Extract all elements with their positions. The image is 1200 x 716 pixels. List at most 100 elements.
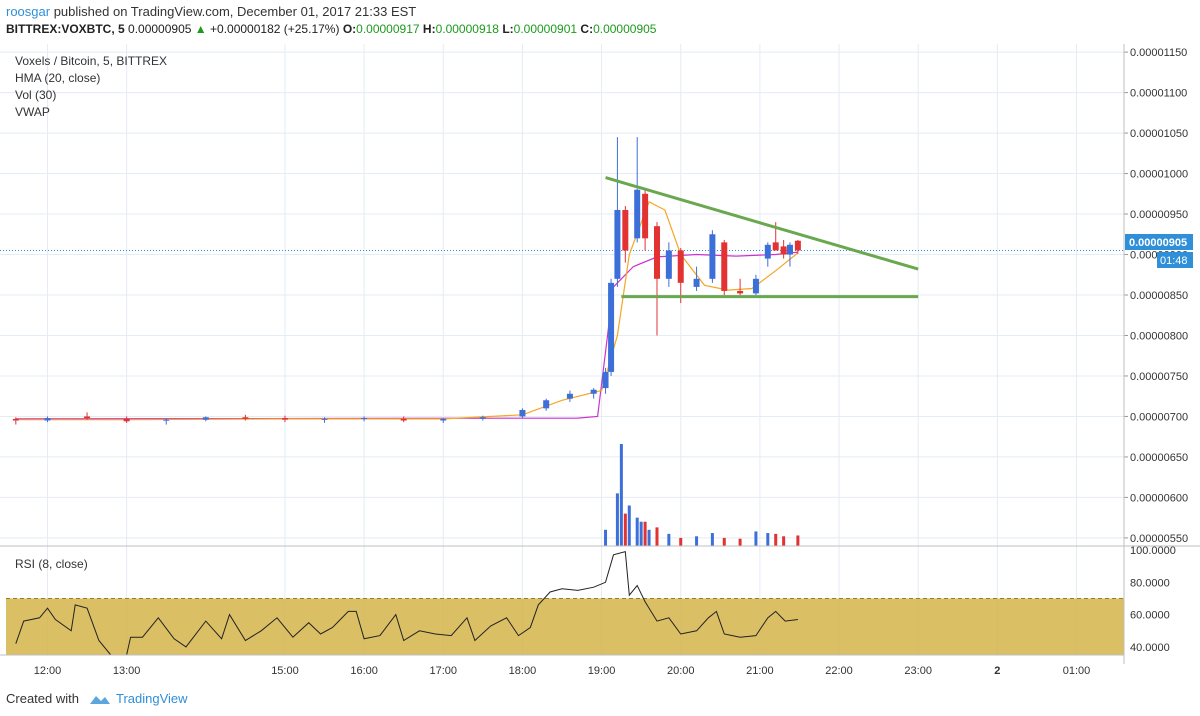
tradingview-logo-icon — [90, 696, 110, 704]
candle-body — [608, 282, 615, 372]
volume-bar — [722, 537, 726, 546]
volume-bar — [619, 443, 623, 546]
volume-bar — [774, 533, 778, 546]
high-label: H: — [422, 22, 436, 36]
vwap-line — [15, 251, 798, 420]
time-tick-label: 22:00 — [825, 665, 853, 677]
candle-body — [84, 416, 91, 419]
last-price: 0.00000905 — [128, 22, 192, 36]
time-tick-label: 15:00 — [271, 665, 299, 677]
author-link[interactable]: roosgar — [6, 4, 51, 19]
candle-body — [242, 417, 249, 419]
candle-body — [602, 371, 609, 389]
volume-bar — [754, 531, 758, 546]
legend-rsi: RSI (8, close) — [15, 557, 88, 571]
publish-text: published on TradingView.com, December 0… — [50, 4, 417, 19]
volume-bar — [623, 513, 627, 546]
time-tick-label: 17:00 — [430, 665, 458, 677]
price-tick-label: 0.00000950 — [1130, 209, 1188, 221]
candle-body — [440, 418, 447, 421]
current-price-text: 0.00000905 — [1129, 237, 1187, 249]
legend-hma: HMA (20, close) — [15, 71, 100, 85]
time-tick-label: 20:00 — [667, 665, 695, 677]
candle-body — [665, 250, 672, 279]
candle-body — [780, 246, 787, 255]
candle-body — [642, 193, 649, 239]
price-chart[interactable]: 0.00001150 0.00001100 0.00001050 0.00001000… — [0, 44, 1200, 688]
legend-vwap: VWAP — [15, 105, 50, 119]
rsi-band — [6, 598, 1124, 655]
price-tick-label: 0.00000850 — [1130, 290, 1188, 302]
current-price-tag: 0.00000905 01:48 — [1125, 234, 1193, 268]
volume-bar — [627, 505, 631, 546]
time-tick-label: 13:00 — [113, 665, 141, 677]
time-tick-label: 21:00 — [746, 665, 774, 677]
volume-bar — [710, 533, 714, 546]
chart-header: roosgar published on TradingView.com, De… — [0, 0, 1200, 44]
time-tick-label: 23:00 — [904, 665, 932, 677]
trend-line — [605, 176, 919, 271]
candle-body — [590, 389, 597, 394]
price-tick-label: 0.00000800 — [1130, 330, 1188, 342]
candle-body — [634, 189, 641, 239]
candle-body — [281, 418, 288, 420]
close-value: 0.00000905 — [593, 22, 657, 36]
candle-body — [677, 250, 684, 283]
candle-body — [44, 418, 51, 421]
open-label: O: — [342, 22, 357, 36]
rsi-line — [15, 550, 798, 656]
volume-bar — [796, 535, 800, 546]
change-value: +0.00000182 (+25.17%) — [210, 22, 340, 36]
price-tick-label: 0.00000700 — [1130, 411, 1188, 423]
legend-vol: Vol (30) — [15, 88, 56, 102]
time-tick-label: 16:00 — [350, 665, 378, 677]
volume-bar — [679, 537, 683, 546]
tradingview-link[interactable]: TradingView — [116, 691, 188, 706]
candle-body — [622, 209, 629, 251]
time-tick-label: 01:00 — [1063, 665, 1091, 677]
candle-body — [764, 244, 771, 259]
rsi-tick-label: 100.0000 — [1130, 545, 1176, 557]
high-value: 0.00000918 — [435, 22, 499, 36]
legend: Voxels / Bitcoin, 5, BITTREX HMA (20, cl… — [15, 54, 167, 571]
candle-body — [772, 242, 779, 251]
time-tick-label: 18:00 — [509, 665, 537, 677]
candle-body — [543, 400, 550, 409]
time-tick-label: 12:00 — [34, 665, 62, 677]
volume-bar — [655, 527, 659, 546]
volume-bar — [738, 538, 742, 546]
price-tick-label: 0.00000650 — [1130, 452, 1188, 464]
hma-line — [15, 201, 799, 421]
volume-bar — [615, 493, 619, 546]
symbol-label: BITTREX:VOXBTC, 5 — [6, 22, 125, 36]
rsi-tick-label: 40.0000 — [1130, 642, 1170, 654]
price-tick-label: 0.00000750 — [1130, 371, 1188, 383]
volume-bar — [604, 529, 608, 546]
candle-body — [12, 418, 19, 421]
candle-body — [614, 209, 621, 279]
rsi-tick-label: 80.0000 — [1130, 577, 1170, 589]
open-value: 0.00000917 — [356, 22, 420, 36]
low-label: L: — [502, 22, 514, 36]
up-arrow-icon: ▲ — [194, 22, 207, 36]
candle-body — [400, 418, 407, 421]
time-tick-label: 19:00 — [588, 665, 616, 677]
price-tick-label: 0.00001100 — [1130, 88, 1187, 100]
candle-body — [653, 226, 660, 279]
volume-bar — [782, 536, 786, 546]
candle-body — [752, 278, 759, 294]
candle-body — [202, 417, 209, 420]
candle-body — [479, 417, 486, 419]
price-tick-label: 0.00000600 — [1130, 492, 1188, 504]
price-tick-label: 0.00001000 — [1130, 169, 1188, 181]
volume-bar — [766, 533, 770, 546]
candle-body — [794, 240, 801, 251]
price-tick-label: 0.00000550 — [1130, 533, 1188, 545]
price-tick-label: 0.00001050 — [1130, 128, 1188, 140]
candle-body — [519, 409, 526, 417]
countdown-text: 01:48 — [1160, 255, 1188, 267]
candle-body — [163, 419, 170, 421]
candle-body — [361, 418, 368, 420]
volume-bar — [639, 521, 643, 546]
candle-body — [693, 278, 700, 287]
